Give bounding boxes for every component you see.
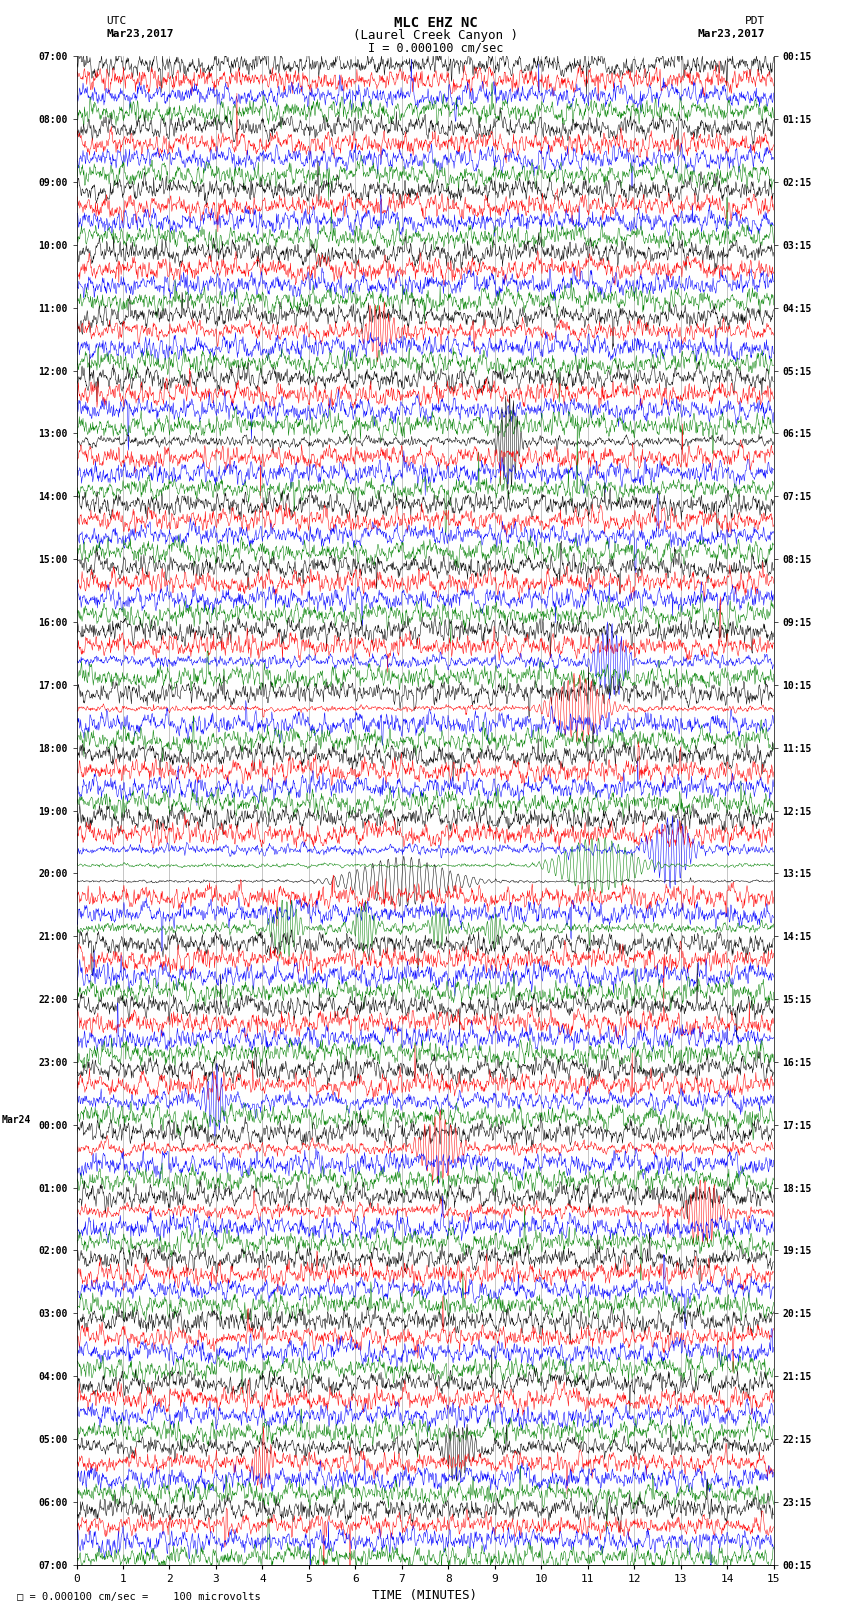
X-axis label: TIME (MINUTES): TIME (MINUTES) bbox=[372, 1589, 478, 1602]
Text: (Laurel Creek Canyon ): (Laurel Creek Canyon ) bbox=[353, 29, 518, 42]
Text: Mar24: Mar24 bbox=[2, 1115, 31, 1124]
Text: UTC: UTC bbox=[106, 16, 127, 26]
Text: □ = 0.000100 cm/sec =    100 microvolts: □ = 0.000100 cm/sec = 100 microvolts bbox=[17, 1592, 261, 1602]
Text: Mar23,2017: Mar23,2017 bbox=[698, 29, 765, 39]
Text: PDT: PDT bbox=[745, 16, 765, 26]
Text: I = 0.000100 cm/sec: I = 0.000100 cm/sec bbox=[368, 42, 503, 55]
Text: Mar23,2017: Mar23,2017 bbox=[106, 29, 173, 39]
Text: MLC EHZ NC: MLC EHZ NC bbox=[394, 16, 478, 31]
